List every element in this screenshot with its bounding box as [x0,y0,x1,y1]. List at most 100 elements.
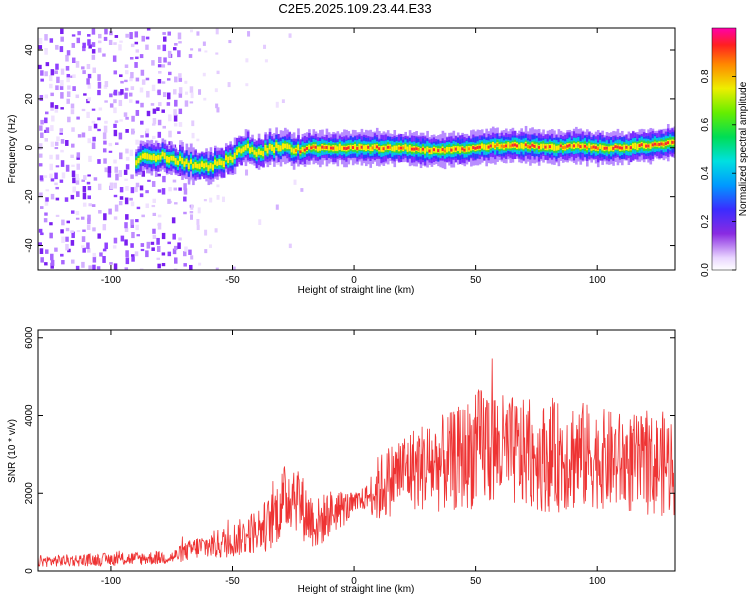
spectrogram-cell [49,83,53,89]
spectrogram-cell [88,44,92,49]
spectrogram-cell [96,266,101,270]
spectrogram-cell [119,40,123,43]
spectrogram-cell [367,145,370,149]
spectrogram-cell [103,158,107,164]
spectrogram-cell [183,263,187,267]
spectrogram-cell [124,79,128,83]
spectrogram-cell [83,93,87,96]
spectrogram-cell [113,263,118,270]
spectrogram-cell [178,108,183,115]
spectrogram-cell [145,128,150,134]
spectrogram-cell [70,154,74,159]
spectrogram-cell [55,154,60,160]
spectrogram-cell [139,155,143,160]
spectrogram-cell [478,145,482,149]
spectrogram-cell [70,75,74,78]
spectrogram-cell [430,147,434,155]
spectrogram-cell [75,60,80,68]
spectrogram-cell [113,216,118,220]
spectrogram-cell [152,135,156,139]
spectrogram-cell [173,187,178,191]
y-tick-label: -20 [24,189,35,204]
spectrogram-cell [669,139,672,145]
spectrogram-cell [629,146,633,150]
spectrogram-cell [437,149,440,153]
spectrogram-cell [44,200,49,206]
spectrogram-cell [207,165,211,172]
spectrogram-cell [66,50,71,56]
spectrogram-cell [161,262,166,267]
spectrogram-cell [596,147,600,151]
spectrogram-cell [601,145,604,151]
spectrogram-cell [65,164,70,172]
spectrogram-cell [634,142,637,150]
spectrogram-cell [509,144,513,148]
spectrogram-cell [196,224,200,231]
spectrogram-cell [658,142,661,146]
spectrogram-cell [65,54,69,62]
spectrogram-cell [551,143,554,150]
spectrogram-cell [134,251,139,257]
spectrogram-cell [232,266,236,270]
spectrogram-cell [586,146,589,150]
spectrogram-cell [65,65,70,71]
spectrogram-cell [161,81,166,84]
spectrogram-cell [45,127,50,134]
spectrogram-cell [55,197,60,201]
spectrogram-cell [125,250,129,257]
spectrogram-cell [156,245,161,252]
spectrogram-cell [93,123,98,129]
spectrogram-cell [50,69,55,76]
spectrogram-cell [505,144,508,148]
spectrogram-cell [215,52,219,55]
spectrogram-cell [202,41,206,46]
spectrogram-cell [49,163,53,171]
spectrogram-cell [172,233,176,240]
spectrogram-cell [157,131,162,138]
spectrogram-cell [215,28,219,35]
spectrogram-cell [67,85,71,90]
spectrogram-cell [70,194,75,200]
spectrogram-cell [97,128,101,132]
spectrogram-cell [419,148,423,153]
spectrogram-cell [300,188,304,192]
spectrogram-cell [39,175,44,181]
spectrogram-cell [61,236,65,244]
spectrogram-cell [583,144,587,148]
spectrogram-cell [156,237,160,245]
spectrogram-cell [338,143,342,150]
spectrogram-cell [174,257,178,264]
spectrogram-cell [38,228,43,233]
spectrogram-cell [220,160,224,166]
spectrogram-cell [157,154,160,160]
colorbar-tick-label: 0.0 [700,263,711,277]
spectrogram-cell [49,222,53,226]
spectrogram-cell [141,170,146,177]
spectrogram-cell [113,89,118,96]
spectrogram-cell [50,193,55,200]
spectrogram-cell [113,99,117,104]
spectrogram-cell [305,146,309,150]
spectrogram-cell [494,144,497,148]
spectrogram-cell [354,143,357,150]
spectrogram-cell [351,146,355,150]
spectrogram-cell [118,44,122,51]
spectrogram-cell [65,227,70,232]
spectrogram-cell [76,37,81,44]
spectrogram-cell [91,120,96,124]
spectrogram-cell [45,197,49,202]
spectrogram-cell [520,142,523,149]
spectrogram-cell [114,204,119,212]
spectrogram-cell [103,125,108,133]
spectrogram-cell [75,265,80,270]
spectrogram-x-axis: -100 -50 0 50 100 [101,28,606,286]
spectrogram-panel: -100 -50 0 50 100 -40 -20 0 20 40 Height of stra… [7,27,676,296]
spectrogram-cell [38,45,43,50]
spectrogram-cell [544,145,548,149]
spectrogram-cell [134,41,139,45]
spectrogram-cell [192,163,195,169]
spectrogram-cell [198,48,202,52]
spectrogram-cell [162,32,166,35]
spectrogram-cell [81,66,85,70]
spectrogram-cell [358,143,362,150]
